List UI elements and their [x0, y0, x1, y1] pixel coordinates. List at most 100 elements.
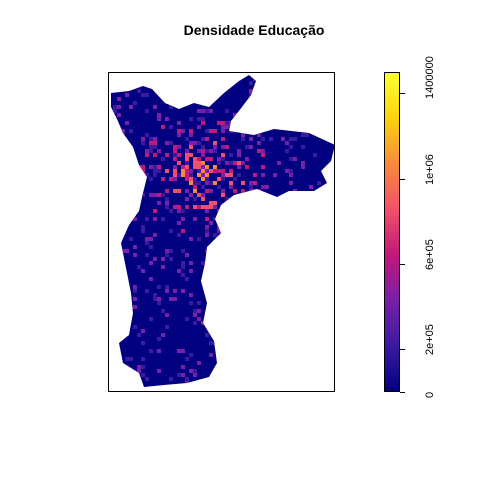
- density-cell: [193, 141, 197, 145]
- density-cell: [111, 309, 113, 313]
- density-cell: [309, 185, 313, 189]
- density-cell: [221, 209, 225, 213]
- density-cell: [253, 181, 257, 185]
- density-cell: [209, 201, 213, 205]
- density-cell: [317, 97, 321, 101]
- density-cell: [221, 129, 225, 133]
- density-cell: [145, 77, 149, 81]
- density-cell: [229, 201, 233, 205]
- density-cell: [177, 153, 181, 157]
- density-cell: [165, 253, 169, 257]
- density-cell: [241, 209, 245, 213]
- density-cell: [125, 249, 129, 253]
- density-cell: [325, 297, 329, 301]
- density-cell: [293, 233, 297, 237]
- density-cell: [111, 217, 113, 221]
- density-cell: [213, 169, 217, 173]
- density-cell: [189, 173, 193, 177]
- density-cell: [317, 105, 321, 109]
- density-cell: [173, 177, 177, 181]
- density-cell: [229, 153, 233, 157]
- density-cell: [189, 181, 193, 185]
- density-cell: [261, 185, 265, 189]
- density-cell: [317, 249, 321, 253]
- density-cell: [293, 189, 297, 193]
- density-cell: [317, 181, 321, 185]
- density-cell: [285, 75, 289, 77]
- density-cell: [233, 177, 237, 181]
- density-cell: [129, 389, 133, 392]
- density-cell: [165, 313, 169, 317]
- density-cell: [125, 357, 129, 361]
- density-cell: [217, 221, 221, 225]
- density-cell: [325, 325, 329, 329]
- density-cell: [133, 101, 137, 105]
- density-cell: [145, 253, 149, 257]
- density-cell: [197, 157, 201, 161]
- density-cell: [129, 129, 133, 133]
- density-cell: [197, 317, 201, 321]
- density-cell: [177, 221, 181, 225]
- density-cell: [213, 129, 217, 133]
- density-cell: [205, 209, 209, 213]
- density-cell: [189, 237, 193, 241]
- density-cell: [149, 245, 153, 249]
- density-cell: [201, 149, 205, 153]
- density-cell: [237, 129, 241, 133]
- density-cell: [121, 129, 125, 133]
- density-cell: [165, 77, 169, 81]
- density-cell: [141, 173, 145, 177]
- density-cell: [245, 269, 249, 273]
- density-cell: [221, 333, 225, 337]
- density-cell: [213, 289, 217, 293]
- density-cell: [161, 333, 165, 337]
- density-cell: [161, 257, 165, 261]
- density-cell: [185, 177, 189, 181]
- density-cell: [297, 249, 301, 253]
- density-raster-map: [111, 75, 334, 392]
- density-cell: [197, 161, 201, 165]
- density-cell: [249, 97, 253, 101]
- density-cell: [225, 145, 229, 149]
- density-cell: [281, 261, 285, 265]
- density-cell: [177, 93, 181, 97]
- density-cell: [117, 325, 121, 329]
- density-cell: [261, 149, 265, 153]
- density-cell: [205, 333, 209, 337]
- density-cell: [309, 257, 313, 261]
- density-cell: [185, 197, 189, 201]
- density-cell: [313, 105, 317, 109]
- density-cell: [245, 225, 249, 229]
- density-cell: [245, 229, 249, 233]
- density-cell: [189, 193, 193, 197]
- density-cell: [241, 129, 245, 133]
- density-cell: [177, 209, 181, 213]
- density-cell: [213, 285, 217, 289]
- density-cell: [225, 373, 229, 377]
- density-cell: [173, 297, 177, 301]
- density-cell: [197, 193, 201, 197]
- density-cell: [205, 181, 209, 185]
- density-cell: [261, 165, 265, 169]
- density-cell: [145, 237, 149, 241]
- density-cell: [157, 297, 161, 301]
- density-cell: [281, 265, 285, 269]
- density-cell: [205, 165, 209, 169]
- density-cell: [241, 137, 245, 141]
- density-cell: [145, 133, 149, 137]
- density-cell: [329, 373, 333, 377]
- density-cell: [153, 141, 157, 145]
- density-cell: [289, 137, 293, 141]
- density-cell: [293, 277, 297, 281]
- density-cell: [217, 225, 221, 229]
- density-cell: [229, 205, 233, 209]
- density-cell: [217, 213, 221, 217]
- density-cell: [333, 385, 334, 387]
- density-cell: [317, 77, 321, 81]
- density-cell: [305, 369, 309, 373]
- density-cell: [137, 201, 141, 205]
- density-cell: [293, 353, 297, 357]
- density-cell: [165, 117, 169, 121]
- density-cell: [237, 249, 241, 253]
- density-cell: [165, 325, 169, 329]
